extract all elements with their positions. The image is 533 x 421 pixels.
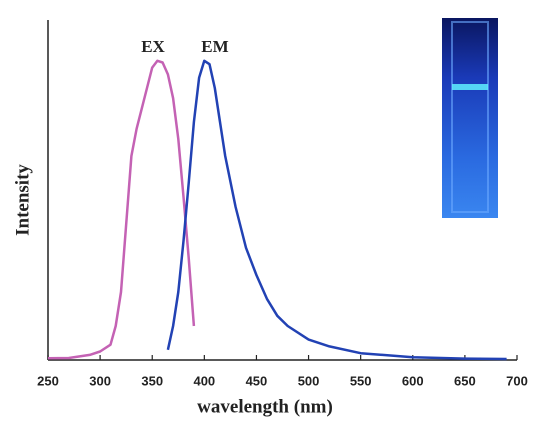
x-tick-label: 300	[89, 373, 111, 388]
y-axis-label: Intensity	[12, 164, 33, 236]
x-axis-label: wavelength (nm)	[197, 396, 333, 417]
x-tick-label: 600	[402, 373, 424, 388]
x-tick-label: 500	[298, 373, 320, 388]
x-tick-label: 400	[193, 373, 215, 388]
inset-photo	[442, 18, 498, 218]
line-series	[47, 59, 196, 360]
x-tick-label: 250	[37, 373, 59, 388]
line-series	[166, 59, 507, 361]
x-tick-label: 550	[350, 373, 372, 388]
x-tick-label: 700	[506, 373, 528, 388]
x-tick-label: 350	[141, 373, 163, 388]
annotation: EM	[201, 37, 228, 56]
annotation: EX	[141, 37, 165, 56]
x-tick-label: 450	[246, 373, 268, 388]
x-tick-label: 650	[454, 373, 476, 388]
